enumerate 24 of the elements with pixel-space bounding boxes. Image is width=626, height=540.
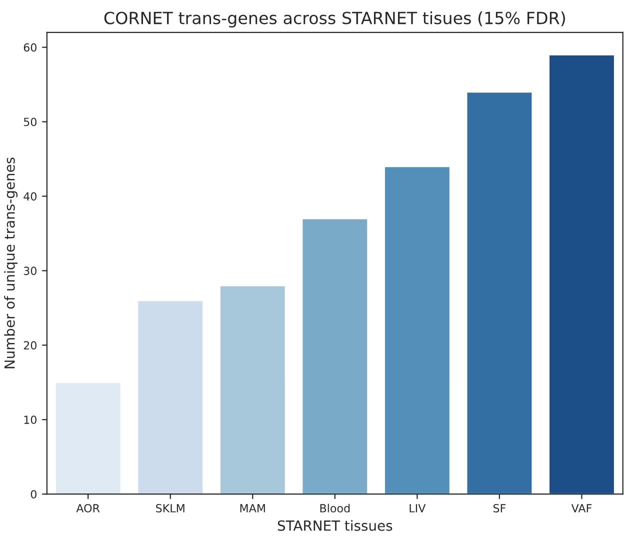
x-tick-label: SKLM [156, 504, 184, 512]
bar [136, 300, 204, 494]
bar [466, 91, 534, 494]
y-tick-label: 0 [30, 490, 36, 498]
bar [54, 382, 122, 494]
bar [548, 54, 616, 494]
bar [301, 218, 369, 494]
y-tick-label: 60 [24, 43, 36, 52]
y-axis-title: Number of unique trans-genes [4, 158, 18, 368]
y-tick-label: 30 [24, 266, 36, 276]
y-tick-label: 50 [24, 118, 36, 126]
x-tick-label: SF [493, 504, 506, 512]
x-tick-label: AOR [76, 504, 100, 512]
x-tick-label: Blood [320, 504, 350, 512]
bar [384, 166, 451, 494]
y-tick-label: 40 [24, 192, 36, 201]
x-tick-label: MAM [240, 504, 265, 512]
x-axis-title: STARNET tissues [278, 520, 392, 531]
x-tick-label: VAF [571, 504, 592, 512]
chart-title: CORNET trans-genes across STARNET tisues (15% FDR) [104, 11, 565, 28]
y-tick-label: 10 [24, 416, 36, 424]
y-tick-label: 20 [24, 341, 36, 350]
bar [219, 284, 286, 494]
x-tick-label: LIV [410, 504, 426, 512]
